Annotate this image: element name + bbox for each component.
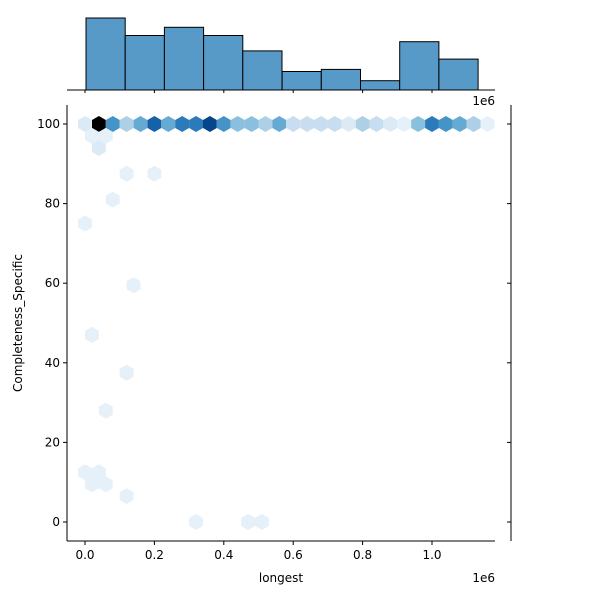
histogram-bar [242, 50, 283, 91]
histogram-bar [320, 68, 361, 91]
x-tick-label: 0.6 [284, 548, 303, 562]
hexbin-cell [397, 116, 412, 132]
hexbin-cell [119, 165, 134, 182]
hexbin-cell [85, 476, 99, 493]
hexbin-cell [369, 116, 384, 132]
hexbin-cell [175, 116, 190, 132]
histogram-bar [203, 35, 244, 91]
hexbin-cell [133, 116, 148, 132]
hexbin-cell [147, 116, 162, 132]
hexbin-cell [383, 116, 398, 132]
hexbin-cell [78, 215, 92, 232]
hexbin-cell [105, 116, 120, 132]
histogram-bar [399, 41, 440, 91]
x-tick-label: 0.0 [75, 548, 94, 562]
y-tick-label: 40 [45, 356, 60, 370]
hexbin-cell [480, 116, 495, 132]
hexbin-cell [439, 116, 453, 132]
hexbin-cell [78, 116, 92, 132]
hexbin-cell [230, 116, 245, 132]
hexbin-cell [272, 116, 287, 132]
histogram-bar [360, 80, 401, 91]
x-axis-label: longest [259, 571, 304, 585]
hexbin-cell [452, 116, 467, 132]
hexbin-cell [255, 514, 269, 530]
hexbin-cell [355, 116, 370, 132]
hexbin-cell [119, 364, 134, 381]
hexbin-cell [189, 514, 203, 530]
hexbin-cell [92, 116, 106, 132]
y-tick-label: 100 [37, 117, 60, 131]
hexbin-cell [147, 165, 162, 182]
y-axis-label: Completeness_Specific [11, 254, 25, 392]
y-tick-label: 20 [45, 435, 60, 449]
hexbin-cell [425, 116, 439, 132]
histogram-bar [85, 17, 126, 91]
hexbin-cell [241, 514, 255, 530]
histogram-bar [163, 26, 205, 91]
hexbin-cell [341, 116, 356, 132]
hexbin-cell [300, 116, 314, 132]
hexbin-cell [98, 127, 113, 144]
hexbin-cell [189, 116, 203, 132]
x-tick-label: 0.4 [214, 548, 233, 562]
marginal-offset-text: 1e6 [472, 94, 495, 108]
hexbin-cell [203, 116, 217, 132]
hexbin-cell [119, 488, 134, 505]
hexbin-cell [92, 139, 106, 156]
x-tick-label: 1.0 [422, 548, 441, 562]
hexbin-cell [161, 116, 176, 132]
hexbin-cell [92, 464, 106, 481]
hexbin-cell [126, 277, 141, 294]
histogram-bar [124, 35, 165, 91]
marginal-y-axis [507, 105, 512, 541]
hexbin-cell [85, 127, 99, 144]
x-tick-label: 0.8 [353, 548, 372, 562]
hexbin-cell [411, 116, 425, 132]
hexbin-cell [85, 326, 99, 343]
hexbin-cell [98, 476, 113, 493]
hexbin-cell [119, 116, 134, 132]
hexbin-cell [327, 116, 342, 132]
hexbin-cell [466, 116, 481, 132]
hexbin-cell [216, 116, 231, 132]
histogram-bar [438, 58, 479, 91]
histogram-bar [281, 71, 322, 91]
y-tick-label: 60 [45, 276, 60, 290]
hexbin-plot [78, 116, 495, 530]
y-tick-label: 0 [52, 515, 60, 529]
x-tick-label: 0.2 [145, 548, 164, 562]
marginal-x-histogram [67, 17, 495, 93]
x-axis-offset-text: 1e6 [472, 571, 495, 585]
hexbin-cell [244, 116, 259, 132]
y-tick-label: 80 [45, 197, 60, 211]
hexbin-cell [314, 116, 328, 132]
hexbin-cell [105, 191, 120, 208]
hexbin-cell [286, 116, 301, 132]
joint-axes: 0.0 0.2 0.4 0.6 0.8 1.0 0 20 40 60 80 100 [37, 105, 495, 562]
hexbin-cell [258, 116, 273, 132]
hexbin-cell [98, 402, 113, 419]
hexbin-cell [78, 464, 92, 481]
